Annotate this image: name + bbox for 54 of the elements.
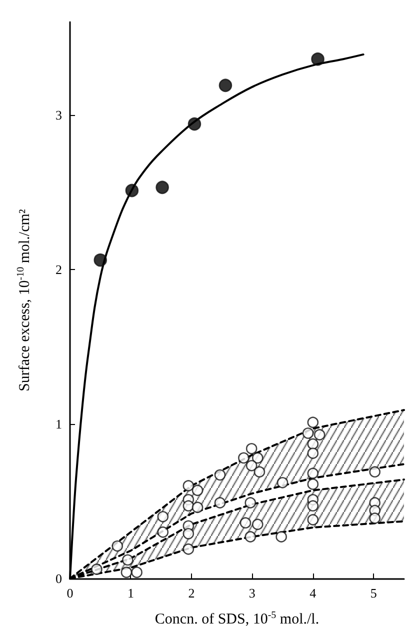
- point: [182, 543, 194, 555]
- y-tick-label: 1: [56, 416, 62, 432]
- point: [238, 452, 250, 464]
- y-tick-label: 3: [56, 107, 62, 122]
- point: [369, 466, 380, 478]
- point: [246, 443, 258, 454]
- point: [214, 497, 226, 508]
- point: [218, 78, 232, 92]
- point: [214, 469, 226, 481]
- point: [182, 528, 194, 540]
- point: [94, 253, 108, 267]
- point: [307, 514, 319, 526]
- point: [246, 460, 258, 472]
- point: [240, 517, 252, 528]
- point: [252, 518, 264, 530]
- point: [244, 497, 256, 508]
- point: [125, 184, 139, 198]
- point: [307, 478, 319, 490]
- point: [276, 477, 288, 488]
- point: [244, 531, 256, 542]
- point: [307, 468, 319, 480]
- x-tick-label: 1: [127, 586, 134, 600]
- point: [307, 416, 319, 428]
- point: [252, 452, 264, 464]
- point: [112, 540, 124, 552]
- x-tick-label: 2: [188, 586, 195, 600]
- point: [120, 566, 132, 578]
- point: [302, 428, 314, 439]
- point: [91, 564, 102, 575]
- x-tick-label: 4: [310, 586, 317, 600]
- point: [182, 500, 194, 512]
- point: [192, 484, 204, 496]
- y-axis-title: Surface excess, 10-10 mol./cm²: [16, 208, 33, 392]
- point: [156, 180, 169, 194]
- point: [188, 117, 202, 131]
- point: [131, 566, 142, 578]
- point: [307, 448, 319, 459]
- x-tick-label: 5: [370, 586, 377, 600]
- point: [122, 554, 134, 566]
- y-tick-label: 2: [56, 262, 62, 277]
- point: [307, 438, 319, 450]
- point: [157, 526, 169, 538]
- x-tick-label: 3: [248, 586, 256, 600]
- point: [276, 531, 287, 542]
- point: [314, 429, 326, 440]
- point: [307, 500, 319, 512]
- x-tick-label: 0: [66, 586, 74, 600]
- point: [311, 52, 324, 66]
- point: [369, 512, 380, 524]
- point: [192, 502, 204, 514]
- point: [157, 511, 169, 522]
- point: [182, 480, 194, 492]
- y-tick-label: 0: [56, 571, 62, 586]
- point: [254, 466, 266, 478]
